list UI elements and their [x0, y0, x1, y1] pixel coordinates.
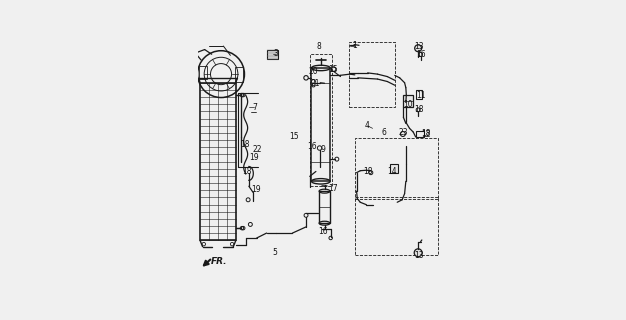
Text: 6: 6 [382, 128, 387, 137]
Bar [356, 138, 438, 198]
Text: 13: 13 [414, 251, 424, 260]
Bar [235, 67, 244, 82]
Circle shape [414, 45, 421, 52]
Text: 21: 21 [310, 79, 320, 88]
Bar [310, 54, 332, 186]
Text: 18: 18 [414, 105, 424, 114]
Text: 19: 19 [251, 185, 260, 194]
Text: 23: 23 [399, 128, 408, 137]
Bar [416, 131, 424, 137]
Bar [390, 164, 398, 173]
Text: 3: 3 [273, 49, 278, 58]
Text: 5: 5 [273, 248, 278, 257]
Text: FR.: FR. [211, 257, 228, 266]
Bar [312, 68, 330, 181]
Text: 18: 18 [421, 129, 431, 138]
Text: 15: 15 [328, 65, 337, 75]
Text: 18: 18 [240, 140, 250, 149]
Bar [200, 83, 236, 240]
Circle shape [414, 249, 422, 257]
Bar [356, 197, 438, 255]
Text: 20: 20 [309, 67, 318, 76]
Text: 9: 9 [321, 145, 326, 154]
Text: 17: 17 [328, 184, 337, 193]
Text: 10: 10 [403, 100, 413, 109]
Text: 7: 7 [253, 103, 257, 112]
Text: 16: 16 [318, 227, 327, 236]
Bar [199, 66, 207, 79]
Bar [319, 191, 330, 223]
Text: 13: 13 [414, 42, 424, 51]
Text: 16: 16 [307, 142, 317, 151]
Text: 14: 14 [387, 167, 397, 176]
Text: 12: 12 [421, 130, 431, 139]
Bar [349, 42, 395, 108]
Bar [416, 90, 423, 99]
Bar [403, 95, 413, 108]
Text: 22: 22 [253, 145, 262, 154]
Text: 4: 4 [365, 121, 369, 130]
Text: 18: 18 [364, 167, 373, 176]
Text: 1: 1 [352, 41, 357, 50]
Text: 15: 15 [289, 132, 299, 141]
Text: 19: 19 [249, 153, 259, 163]
Text: 8: 8 [316, 42, 321, 51]
Text: 18: 18 [242, 167, 252, 176]
Bar [267, 50, 279, 59]
Text: 16: 16 [416, 50, 426, 59]
Text: 11: 11 [417, 91, 426, 100]
